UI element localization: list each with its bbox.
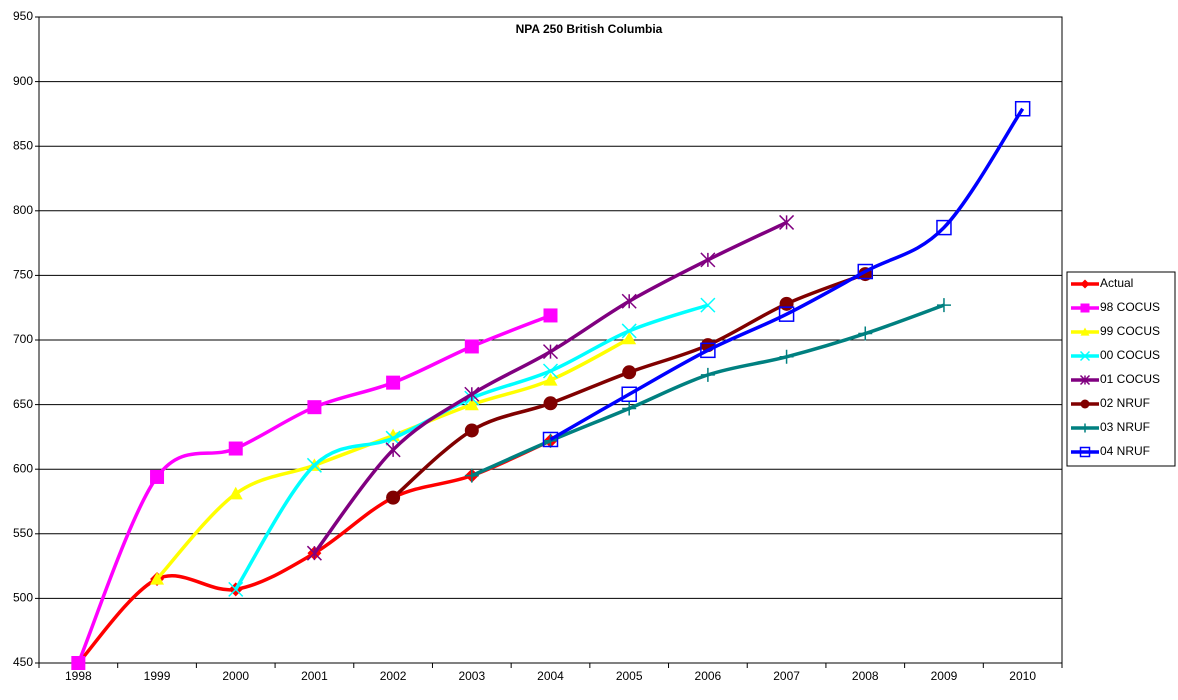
marker	[779, 214, 795, 230]
marker	[700, 342, 716, 359]
plot-area	[38, 16, 1063, 664]
marker	[857, 263, 874, 280]
marker	[71, 656, 86, 670]
x-tick-label: 2010	[1009, 669, 1036, 683]
chart-title: NPA 250 British Columbia	[516, 22, 663, 36]
marker	[306, 457, 322, 473]
x-tick-label: 2003	[458, 669, 485, 683]
marker	[700, 297, 716, 313]
marker	[622, 365, 637, 380]
marker	[1079, 446, 1091, 458]
series-line	[549, 107, 1025, 442]
marker	[779, 296, 794, 311]
y-tick-label: 700	[13, 332, 33, 346]
marker	[464, 423, 479, 438]
marker	[543, 373, 558, 386]
y-tick-label: 800	[13, 203, 33, 217]
legend-label: 98 COCUS	[1100, 300, 1160, 314]
marker	[386, 375, 401, 390]
marker	[622, 331, 637, 345]
marker	[936, 219, 952, 236]
marker	[150, 572, 165, 585]
marker	[1080, 423, 1090, 433]
x-tick-label: 2006	[695, 669, 722, 683]
marker	[700, 252, 716, 268]
series-line	[76, 313, 552, 664]
legend-label: 04 NRUF	[1100, 444, 1150, 458]
marker	[464, 386, 480, 402]
x-tick-label: 1999	[144, 669, 171, 683]
legend-label: 99 COCUS	[1100, 324, 1160, 338]
x-tick-label: 2008	[852, 669, 879, 683]
x-tick-label: 2001	[301, 669, 328, 683]
marker	[228, 486, 243, 500]
legend-label: 01 COCUS	[1100, 372, 1160, 386]
marker	[779, 349, 794, 364]
y-tick-label: 500	[13, 591, 33, 605]
marker	[464, 468, 479, 483]
marker	[1080, 327, 1090, 336]
y-tick-label: 850	[13, 138, 33, 152]
y-tick-label: 950	[13, 9, 33, 23]
y-tick-label: 600	[13, 461, 33, 475]
y-tick-label: 450	[13, 655, 33, 669]
marker	[700, 367, 715, 382]
marker	[464, 397, 479, 411]
x-tick-label: 2000	[222, 669, 249, 683]
marker	[228, 441, 243, 456]
marker	[543, 433, 558, 448]
marker	[228, 581, 244, 597]
marker	[936, 298, 951, 313]
series-line	[155, 337, 631, 581]
y-tick-label: 550	[13, 526, 33, 540]
y-tick-label: 750	[13, 268, 33, 282]
marker	[622, 401, 637, 416]
marker	[150, 469, 165, 484]
marker	[542, 344, 559, 360]
legend-label: 00 COCUS	[1100, 348, 1160, 362]
marker	[542, 431, 559, 448]
marker	[1014, 100, 1031, 117]
marker	[306, 545, 322, 561]
marker	[1080, 399, 1090, 409]
marker	[621, 386, 637, 403]
marker	[542, 363, 559, 379]
marker	[1080, 303, 1090, 313]
legend-label: 02 NRUF	[1100, 396, 1150, 410]
marker	[385, 442, 401, 458]
marker	[858, 326, 873, 341]
x-tick-label: 2009	[931, 669, 958, 683]
x-tick-label: 1998	[65, 669, 92, 683]
x-tick-label: 2002	[380, 669, 407, 683]
marker	[621, 323, 637, 339]
marker	[307, 400, 322, 415]
marker	[621, 293, 637, 309]
marker	[778, 306, 795, 322]
x-tick-label: 2007	[773, 669, 800, 683]
marker	[464, 339, 479, 354]
marker	[1080, 279, 1090, 289]
x-tick-label: 2004	[537, 669, 564, 683]
legend-label: Actual	[1100, 276, 1133, 290]
x-tick-label: 2005	[616, 669, 643, 683]
marker	[386, 490, 401, 505]
marker	[1079, 350, 1091, 362]
legend-label: 03 NRUF	[1100, 420, 1150, 434]
y-tick-label: 650	[13, 397, 33, 411]
marker	[1079, 374, 1091, 386]
marker	[543, 396, 558, 411]
series-line	[471, 303, 945, 478]
y-tick-label: 900	[13, 74, 33, 88]
marker	[543, 308, 558, 323]
